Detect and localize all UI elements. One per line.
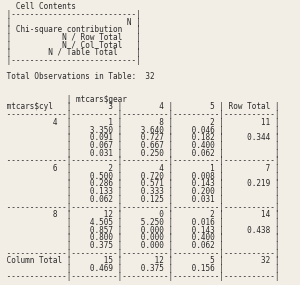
- Text: |    4.505 |    5.250 |    0.016 |           |: | 4.505 | 5.250 | 0.016 | |: [2, 218, 280, 227]
- Text: |    0.062 |    0.125 |    0.031 |           |: | 0.062 | 0.125 | 0.031 | |: [2, 195, 280, 204]
- Text: Cell Contents: Cell Contents: [2, 2, 76, 11]
- Text: |           N / Row Total   |: | N / Row Total |: [2, 33, 141, 42]
- Text: |    0.133 |    0.333 |    0.200 |           |: | 0.133 | 0.333 | 0.200 | |: [2, 187, 280, 196]
- Text: Total Observations in Table:  32: Total Observations in Table: 32: [2, 72, 155, 81]
- Text: |    0.091 |    0.727 |    0.182 |     0.344 |: | 0.091 | 0.727 | 0.182 | 0.344 |: [2, 133, 280, 142]
- Text: |    0.469 |    0.375 |    0.156 |           |: | 0.469 | 0.375 | 0.156 | |: [2, 264, 280, 273]
- Text: 4  |        1 |        8 |        2 |        11 |: 4 | 1 | 8 | 2 | 11 |: [2, 118, 280, 127]
- Text: |---------------------------|: |---------------------------|: [2, 56, 141, 65]
- Text: 8  |       12 |        0 |        2 |        14 |: 8 | 12 | 0 | 2 | 14 |: [2, 210, 280, 219]
- Text: 6  |        2 |        4 |        1 |         7 |: 6 | 2 | 4 | 1 | 7 |: [2, 164, 280, 173]
- Text: | mtcars$gear: | mtcars$gear: [2, 95, 127, 104]
- Text: |    0.286 |    0.571 |    0.143 |     0.219 |: | 0.286 | 0.571 | 0.143 | 0.219 |: [2, 180, 280, 188]
- Text: | Chi-square contribution   |: | Chi-square contribution |: [2, 25, 141, 34]
- Text: |           N / Col Total   |: | N / Col Total |: [2, 41, 141, 50]
- Text: |    3.350 |    3.640 |    0.046 |           |: | 3.350 | 3.640 | 0.046 | |: [2, 125, 280, 135]
- Text: |    0.375 |    0.000 |    0.062 |           |: | 0.375 | 0.000 | 0.062 | |: [2, 241, 280, 250]
- Text: |    0.067 |    0.667 |    0.400 |           |: | 0.067 | 0.667 | 0.400 | |: [2, 141, 280, 150]
- Text: mtcars$cyl   |        3 |        4 |        5 | Row Total |: mtcars$cyl | 3 | 4 | 5 | Row Total |: [2, 102, 280, 111]
- Text: -------------|----------|----------|----------|-----------|: -------------|----------|----------|----…: [2, 249, 280, 258]
- Text: -------------|----------|----------|----------|-----------|: -------------|----------|----------|----…: [2, 110, 280, 119]
- Text: |    0.857 |    0.000 |    0.143 |     0.438 |: | 0.857 | 0.000 | 0.143 | 0.438 |: [2, 226, 280, 235]
- Text: |    0.800 |    0.000 |    0.400 |           |: | 0.800 | 0.000 | 0.400 | |: [2, 233, 280, 242]
- Text: |    0.031 |    0.250 |    0.062 |           |: | 0.031 | 0.250 | 0.062 | |: [2, 149, 280, 158]
- Text: |        N / Table Total    |: | N / Table Total |: [2, 48, 141, 58]
- Text: -------------|----------|----------|----------|-----------|: -------------|----------|----------|----…: [2, 203, 280, 211]
- Text: -------------|----------|----------|----------|-----------|: -------------|----------|----------|----…: [2, 156, 280, 165]
- Text: |---------------------------|: |---------------------------|: [2, 10, 141, 19]
- Text: |    0.500 |    0.720 |    0.008 |           |: | 0.500 | 0.720 | 0.008 | |: [2, 172, 280, 181]
- Text: -------------|----------|----------|----------|-----------|: -------------|----------|----------|----…: [2, 272, 280, 281]
- Text: |                         N |: | N |: [2, 18, 141, 27]
- Text: Column Total |       15 |       12 |        5 |        32 |: Column Total | 15 | 12 | 5 | 32 |: [2, 256, 280, 265]
